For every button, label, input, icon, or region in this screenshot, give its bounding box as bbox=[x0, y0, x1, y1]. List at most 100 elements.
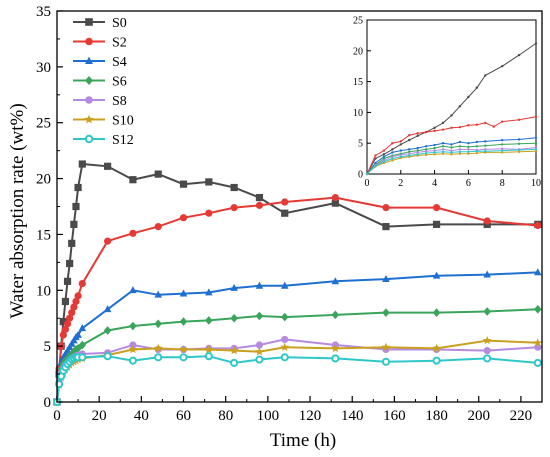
inset-data-point bbox=[501, 120, 504, 123]
data-point-s10 bbox=[533, 338, 543, 347]
legend-item-s4: S4 bbox=[73, 55, 127, 70]
series-s8 bbox=[53, 335, 542, 406]
legend-label: S2 bbox=[112, 36, 127, 51]
data-point-s4 bbox=[205, 288, 213, 296]
y-tick-label: 30 bbox=[36, 60, 51, 76]
series-s6 bbox=[53, 304, 542, 407]
inset-data-point bbox=[517, 138, 521, 141]
data-point-s6 bbox=[432, 308, 441, 317]
legend: S0 S2 S4 S6 S8 S10 S12 bbox=[73, 16, 134, 148]
data-point-s10 bbox=[153, 343, 163, 353]
inset-data-point bbox=[484, 140, 487, 143]
data-point-s2 bbox=[154, 223, 162, 231]
inset-series-line bbox=[366, 142, 537, 175]
data-point-s0 bbox=[72, 202, 80, 211]
data-point-s4 bbox=[255, 281, 264, 289]
inset-data-point bbox=[416, 149, 419, 152]
inset-data-point bbox=[475, 145, 479, 148]
x-tick-label: 100 bbox=[257, 408, 280, 424]
inset-chart: 0 2 4 6 8 10 0 5 10 15 20 25 bbox=[353, 16, 541, 190]
y-tick-label: 35 bbox=[36, 4, 51, 20]
series-line-s0 bbox=[56, 162, 538, 403]
inset-data-point bbox=[399, 149, 402, 152]
inset-data-point bbox=[391, 157, 394, 160]
data-point-s6 bbox=[382, 308, 390, 317]
x-tick-label: 200 bbox=[467, 408, 490, 424]
inset-data-point bbox=[517, 118, 521, 121]
legend-marker bbox=[85, 18, 93, 26]
legend-item-s2: S2 bbox=[73, 36, 127, 51]
data-point-s2 bbox=[432, 204, 441, 212]
inset-data-point bbox=[399, 143, 402, 146]
data-point-s4 bbox=[78, 324, 87, 332]
x-tick-label: 0 bbox=[53, 408, 61, 424]
series-line-s4 bbox=[56, 271, 538, 403]
data-point-s2 bbox=[66, 314, 74, 322]
data-point-s8 bbox=[255, 341, 264, 349]
inset-data-point bbox=[450, 143, 453, 146]
inset-data-point bbox=[458, 150, 462, 154]
inset-series-line bbox=[366, 150, 537, 175]
inset-data-point bbox=[408, 133, 411, 137]
inset-data-point bbox=[441, 121, 445, 125]
data-point-s2 bbox=[63, 320, 72, 328]
data-point-s10 bbox=[128, 344, 138, 354]
inset-data-point bbox=[416, 134, 419, 138]
data-point-s6 bbox=[154, 319, 162, 329]
data-point-s4 bbox=[534, 268, 542, 276]
data-point-s2 bbox=[205, 209, 213, 217]
data-point-s2 bbox=[61, 325, 70, 333]
inset-data-point bbox=[458, 125, 462, 129]
data-point-s0 bbox=[205, 178, 213, 186]
data-point-s12 bbox=[103, 352, 112, 361]
inset-data-point bbox=[416, 153, 419, 156]
legend-label: S0 bbox=[112, 16, 127, 31]
data-point-s12 bbox=[154, 353, 163, 362]
inset-data-point bbox=[475, 86, 479, 89]
inset-data-point bbox=[391, 155, 394, 158]
inset-data-point bbox=[517, 150, 521, 154]
inset-series-1 bbox=[365, 115, 538, 176]
inset-data-point bbox=[475, 123, 479, 126]
inset-data-point bbox=[424, 151, 428, 155]
inset-data-point bbox=[433, 153, 436, 156]
inset-data-point bbox=[450, 126, 453, 129]
data-point-s4 bbox=[331, 277, 340, 285]
data-point-s0 bbox=[154, 170, 162, 178]
data-point-s2 bbox=[78, 279, 86, 288]
inset-data-point bbox=[433, 149, 436, 152]
inset-data-point bbox=[475, 140, 479, 144]
inset-data-point bbox=[458, 152, 462, 155]
data-point-s2 bbox=[230, 204, 238, 212]
data-point-s2 bbox=[74, 292, 82, 300]
data-point-s12 bbox=[128, 356, 137, 365]
data-point-s10 bbox=[255, 347, 264, 356]
series-line-s12 bbox=[56, 355, 538, 403]
y-tick-label: 10 bbox=[36, 283, 51, 299]
inset-data-point bbox=[484, 144, 487, 147]
main-axes-layer: 0 20 40 60 80 100 120 140 160 180 200 2200510152025… bbox=[36, 4, 543, 424]
inset-data-point bbox=[450, 151, 453, 154]
y-tick-label: 20 bbox=[36, 172, 51, 188]
legend-marker bbox=[85, 56, 93, 65]
data-point-s10 bbox=[482, 335, 492, 345]
inset-data-point bbox=[467, 142, 470, 145]
data-point-s4 bbox=[280, 281, 289, 289]
inset-data-point bbox=[467, 145, 470, 149]
y-tick-label: 0 bbox=[44, 395, 52, 411]
inset-x-tick-label: 8 bbox=[500, 178, 505, 189]
data-point-s0 bbox=[68, 239, 76, 247]
y-axis-label: Water absorption rate (wt%) bbox=[7, 103, 28, 318]
inset-data-point bbox=[501, 138, 504, 142]
series-line-s2 bbox=[56, 196, 538, 403]
inset-data-point bbox=[534, 146, 538, 149]
data-point-s0 bbox=[432, 220, 441, 228]
inset-data-point bbox=[441, 150, 445, 154]
data-point-s2 bbox=[104, 237, 112, 245]
inset-data-point bbox=[374, 161, 377, 165]
data-point-s0 bbox=[70, 220, 78, 228]
inset-x-tick-label: 6 bbox=[466, 178, 471, 189]
inset-data-point bbox=[399, 140, 402, 143]
inset-data-point bbox=[408, 148, 411, 151]
